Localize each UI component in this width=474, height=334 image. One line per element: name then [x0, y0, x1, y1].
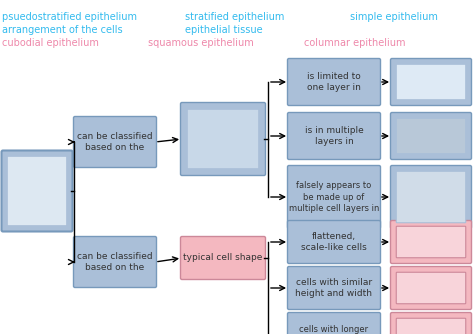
Text: can be classified
based on the: can be classified based on the [77, 132, 153, 152]
FancyBboxPatch shape [396, 64, 466, 100]
FancyBboxPatch shape [391, 58, 472, 106]
Text: columnar epithelium: columnar epithelium [304, 38, 405, 48]
FancyBboxPatch shape [396, 118, 466, 154]
Text: stratified epithelium: stratified epithelium [185, 12, 284, 22]
FancyBboxPatch shape [187, 109, 259, 169]
FancyBboxPatch shape [391, 113, 472, 160]
Text: flattened,
scale-like cells: flattened, scale-like cells [301, 232, 367, 252]
FancyBboxPatch shape [7, 156, 67, 226]
Text: arrangement of the cells: arrangement of the cells [2, 25, 123, 35]
Text: cells with similar
height and width: cells with similar height and width [295, 278, 373, 298]
FancyBboxPatch shape [391, 166, 472, 228]
FancyBboxPatch shape [288, 220, 381, 264]
Text: is in multiple
layers in: is in multiple layers in [305, 126, 364, 146]
FancyBboxPatch shape [391, 220, 472, 264]
Text: psuedostratified epithelium: psuedostratified epithelium [2, 12, 137, 22]
FancyBboxPatch shape [396, 226, 466, 258]
Text: cubodial epithelium: cubodial epithelium [2, 38, 99, 48]
FancyBboxPatch shape [288, 267, 381, 310]
FancyBboxPatch shape [396, 318, 466, 334]
FancyBboxPatch shape [181, 236, 265, 280]
FancyBboxPatch shape [396, 272, 466, 304]
FancyBboxPatch shape [396, 171, 466, 223]
Text: typical cell shape: typical cell shape [183, 254, 263, 263]
FancyBboxPatch shape [288, 58, 381, 106]
FancyBboxPatch shape [288, 313, 381, 334]
FancyBboxPatch shape [391, 267, 472, 310]
FancyBboxPatch shape [288, 113, 381, 160]
FancyBboxPatch shape [73, 236, 156, 288]
FancyBboxPatch shape [73, 117, 156, 167]
Text: falsely appears to
be made up of
multiple cell layers in: falsely appears to be made up of multipl… [289, 181, 379, 213]
FancyBboxPatch shape [1, 151, 73, 231]
Text: cells with longer
height and
shorter width: cells with longer height and shorter wid… [300, 325, 369, 334]
FancyBboxPatch shape [391, 313, 472, 334]
Text: simple epithelium: simple epithelium [350, 12, 438, 22]
FancyBboxPatch shape [181, 103, 265, 175]
Text: is limited to
one layer in: is limited to one layer in [307, 72, 361, 92]
Text: epithelial tissue: epithelial tissue [185, 25, 263, 35]
Text: can be classified
based on the: can be classified based on the [77, 252, 153, 272]
Text: squamous epithelium: squamous epithelium [148, 38, 254, 48]
FancyBboxPatch shape [288, 166, 381, 228]
